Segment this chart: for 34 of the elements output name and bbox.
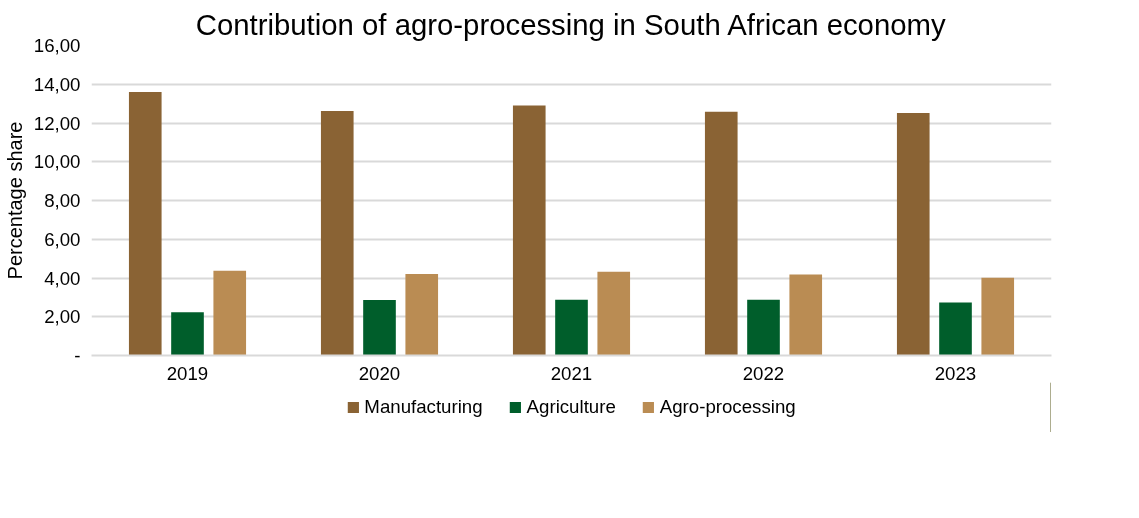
bar: [747, 299, 780, 356]
x-tick-label: 2022: [742, 362, 785, 384]
y-tick-label: 16,00: [33, 35, 81, 56]
bar: [597, 271, 631, 356]
y-tick-label: 6,00: [44, 228, 81, 250]
x-tick-label: 2023: [934, 362, 977, 384]
x-tick-label: 2020: [358, 362, 401, 384]
y-tick-label: 2,00: [44, 306, 81, 328]
bar: [512, 105, 546, 356]
bar: [320, 110, 354, 356]
bar: [789, 274, 823, 356]
bar: [405, 273, 439, 356]
y-tick-label: -: [74, 345, 81, 366]
y-tick-label: 4,00: [44, 267, 81, 289]
bar: [171, 312, 204, 356]
legend-label: Agro-processing: [659, 396, 796, 418]
bar: [981, 277, 1015, 356]
legend-label: Manufacturing: [364, 396, 483, 418]
bar: [939, 302, 972, 356]
y-tick-label: 10,00: [33, 151, 81, 173]
bar: [128, 92, 162, 356]
chart-title: Contribution of agro-processing in South African economy: [195, 7, 946, 41]
bar: [555, 299, 588, 356]
y-tick-label: 8,00: [44, 190, 81, 211]
legend-label: Agriculture: [526, 396, 616, 418]
y-tick-label: 12,00: [33, 112, 81, 134]
bar: [896, 112, 930, 356]
bar: [363, 300, 396, 356]
bar: [213, 270, 247, 356]
bar: [704, 111, 738, 356]
y-axis-title: Percentage share: [3, 121, 26, 280]
x-tick-label: 2019: [166, 362, 209, 384]
y-tick-label: 14,00: [33, 73, 81, 95]
x-tick-label: 2021: [550, 362, 593, 384]
